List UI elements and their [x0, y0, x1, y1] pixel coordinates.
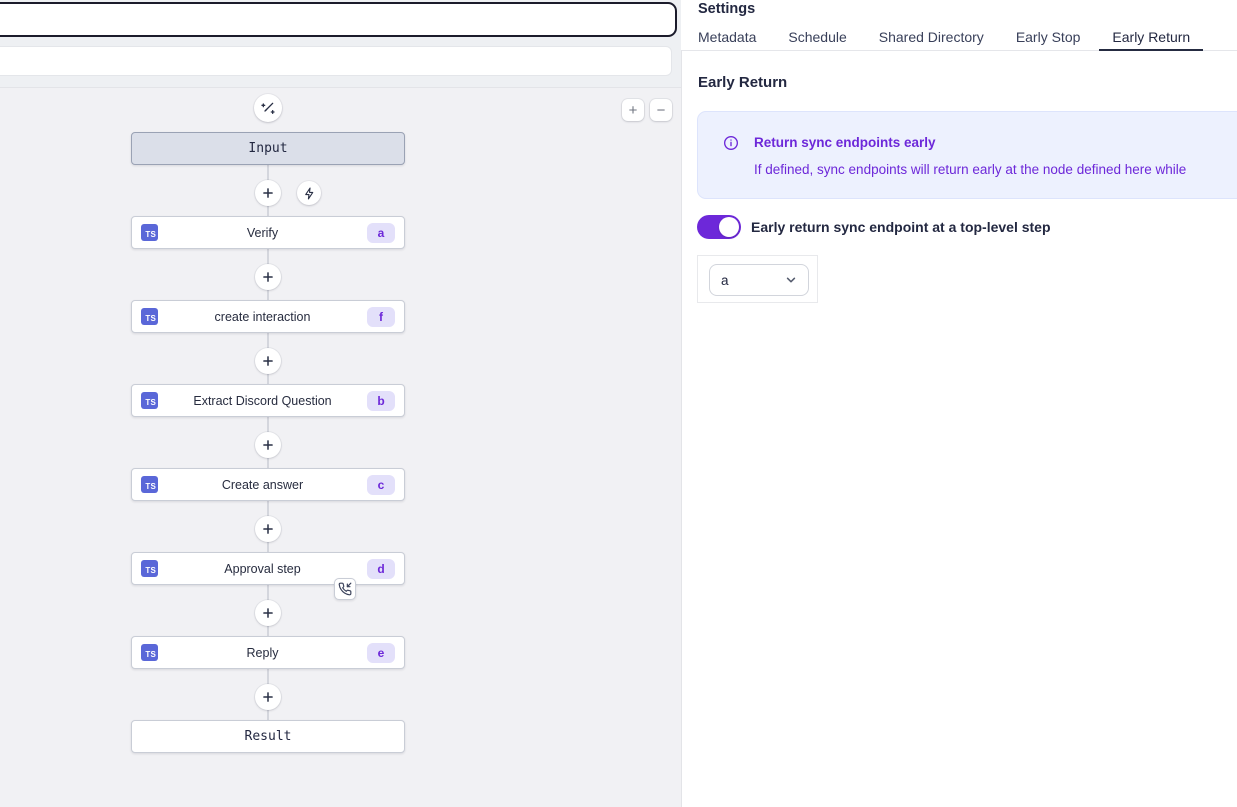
- typescript-badge: TS: [141, 560, 158, 577]
- step-letter-badge: c: [367, 474, 395, 495]
- typescript-badge: TS: [141, 224, 158, 241]
- tab-label: Metadata: [698, 29, 757, 45]
- settings-tab[interactable]: Shared Directory: [879, 28, 984, 50]
- plus-circle-icon: [261, 354, 275, 368]
- step-node-label: Create answer: [221, 477, 304, 492]
- typescript-badge: TS: [141, 644, 158, 661]
- add-step-button[interactable]: [255, 684, 281, 710]
- terminal-node[interactable]: Input: [131, 132, 405, 165]
- typescript-badge: TS: [141, 392, 158, 409]
- info-body: If defined, sync endpoints will return e…: [754, 162, 1187, 177]
- secondary-row[interactable]: [0, 46, 672, 76]
- settings-tab[interactable]: Early Return: [1099, 28, 1203, 51]
- wand-sparkles-icon: [260, 100, 276, 116]
- tab-label: Shared Directory: [878, 29, 984, 45]
- add-step-button[interactable]: [255, 180, 281, 206]
- step-letter-badge: a: [367, 222, 395, 243]
- step-node[interactable]: TS create interaction f: [131, 300, 405, 333]
- ai-wand-button[interactable]: [254, 94, 282, 122]
- plus-icon: +: [628, 101, 638, 119]
- tab-label: Early Stop: [1015, 29, 1081, 45]
- step-node[interactable]: TS Reply e: [131, 636, 405, 669]
- add-step-button[interactable]: [255, 264, 281, 290]
- step-letter-badge: d: [367, 558, 395, 579]
- terminal-node-label: Result: [244, 729, 292, 744]
- plus-circle-icon: [261, 606, 275, 620]
- zoom-in-button[interactable]: +: [622, 99, 644, 121]
- step-select-value: a: [721, 272, 729, 288]
- settings-tab[interactable]: Early Stop: [1016, 28, 1081, 50]
- toggle-knob: [719, 217, 739, 237]
- early-return-toggle-row: Early return sync endpoint at a top-leve…: [697, 215, 1051, 239]
- minus-icon: −: [656, 101, 666, 119]
- settings-tab[interactable]: Schedule: [788, 28, 846, 50]
- tab-label: Schedule: [788, 29, 847, 45]
- add-step-button[interactable]: [255, 600, 281, 626]
- early-return-info-box: Return sync endpoints early If defined, …: [697, 111, 1237, 199]
- step-node[interactable]: TS Extract Discord Question b: [131, 384, 405, 417]
- step-node-label: Approval step: [224, 561, 301, 576]
- panel-divider: [681, 50, 682, 807]
- early-return-toggle[interactable]: [697, 215, 741, 239]
- workflow-canvas[interactable]: + − Input TS Verify a TS create interact…: [0, 87, 681, 807]
- plus-circle-icon: [261, 522, 275, 536]
- settings-tab[interactable]: Metadata: [698, 28, 756, 50]
- step-select[interactable]: a: [709, 264, 809, 296]
- step-node[interactable]: TS Verify a: [131, 216, 405, 249]
- step-node-label: Verify: [246, 225, 279, 240]
- info-title: Return sync endpoints early: [754, 135, 936, 150]
- step-letter-badge: f: [367, 306, 395, 327]
- plus-circle-icon: [261, 438, 275, 452]
- settings-title: Settings: [698, 1, 756, 17]
- settings-panel: Settings Metadata Schedule Shared Direct…: [682, 0, 1237, 807]
- step-node-label: Reply: [246, 645, 279, 660]
- step-node-label: Extract Discord Question: [193, 393, 332, 408]
- tab-label: Early Return: [1112, 29, 1191, 45]
- add-step-button[interactable]: [255, 348, 281, 374]
- lightning-bolt-icon: [303, 187, 316, 200]
- typescript-badge: TS: [141, 476, 158, 493]
- settings-tabs: Metadata Schedule Shared Directory Early…: [682, 28, 1237, 51]
- phone-incoming-icon[interactable]: [334, 578, 356, 600]
- zoom-out-button[interactable]: −: [650, 99, 672, 121]
- step-node[interactable]: TS Create answer c: [131, 468, 405, 501]
- plus-circle-icon: [261, 690, 275, 704]
- chevron-down-icon: [785, 274, 797, 286]
- plus-circle-icon: [261, 186, 275, 200]
- step-node-label: create interaction: [214, 309, 311, 324]
- add-step-button[interactable]: [255, 516, 281, 542]
- step-node[interactable]: TS Approval step d: [131, 552, 405, 600]
- info-circle-icon: [723, 135, 739, 198]
- add-step-button[interactable]: [255, 432, 281, 458]
- terminal-node-label: Input: [248, 141, 288, 156]
- terminal-node[interactable]: Result: [131, 720, 405, 753]
- section-title: Early Return: [698, 74, 788, 91]
- step-letter-badge: e: [367, 642, 395, 663]
- toggle-label: Early return sync endpoint at a top-leve…: [751, 219, 1051, 235]
- typescript-badge: TS: [141, 308, 158, 325]
- trigger-button[interactable]: [297, 181, 321, 205]
- expression-input[interactable]: [0, 2, 677, 37]
- step-select-container: a: [697, 255, 818, 303]
- plus-circle-icon: [261, 270, 275, 284]
- workflow-editor-pane: + − Input TS Verify a TS create interact…: [0, 0, 681, 807]
- step-letter-badge: b: [367, 390, 395, 411]
